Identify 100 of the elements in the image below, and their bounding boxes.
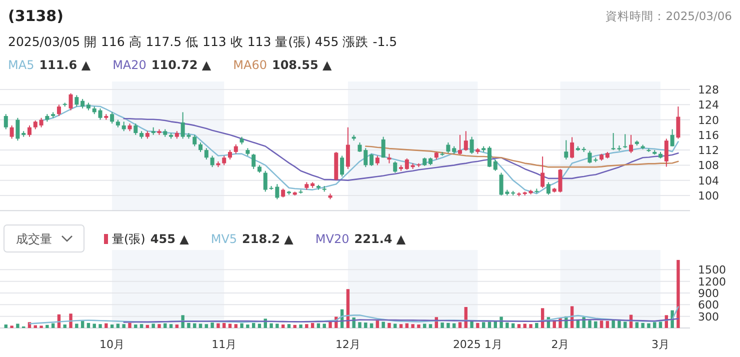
bar (63, 324, 66, 328)
candlestick (487, 146, 492, 168)
candlestick (198, 142, 203, 152)
bar (653, 322, 656, 328)
candlestick (370, 153, 374, 166)
bar (488, 322, 492, 328)
bar (152, 324, 155, 328)
candlestick (375, 155, 380, 166)
candlestick (10, 124, 14, 140)
bar (252, 322, 256, 328)
bar (187, 322, 190, 328)
y-tick-label: 1500 (698, 264, 726, 277)
bar (4, 324, 8, 328)
candlestick (56, 104, 61, 116)
x-tick-label: 10月 (100, 338, 125, 351)
bar (476, 322, 480, 328)
candlestick (210, 155, 214, 168)
bar (299, 324, 302, 328)
candlestick (204, 148, 208, 160)
bar (92, 324, 96, 328)
y-tick-label: 124 (698, 98, 719, 112)
candlestick (670, 128, 674, 147)
bar (535, 322, 538, 328)
bar (158, 324, 161, 328)
bar (69, 314, 72, 328)
bar (210, 322, 214, 328)
candlestick (234, 144, 238, 154)
candlestick (558, 168, 562, 193)
bar (506, 322, 509, 328)
bar (641, 322, 644, 328)
bar (240, 323, 244, 328)
bar (234, 324, 238, 328)
candlestick (252, 153, 256, 170)
candlestick (540, 156, 545, 188)
candlestick (192, 134, 197, 147)
x-tick-label: 2月 (551, 338, 570, 351)
y-tick-label: 112 (698, 144, 719, 158)
text: MA20 (112, 58, 146, 72)
bar (164, 323, 167, 328)
bar (198, 324, 202, 328)
bar (310, 322, 314, 328)
bar (511, 323, 515, 328)
bar (46, 324, 49, 328)
chart-title: (3138) (8, 7, 64, 25)
bar (388, 322, 391, 328)
candlestick (98, 108, 102, 120)
text: 成交量 (16, 232, 52, 246)
bar (270, 323, 273, 328)
bar (440, 322, 444, 328)
bar (588, 320, 592, 328)
bar (16, 324, 20, 328)
bar (75, 324, 78, 328)
candlestick (80, 98, 85, 109)
bar (529, 324, 532, 328)
x-tick-label: 12月 (335, 338, 360, 351)
candlestick (458, 134, 462, 156)
bar (128, 322, 132, 328)
x-tick-label: 11月 (212, 338, 237, 351)
candlestick (4, 114, 8, 130)
bar (287, 324, 291, 328)
candlestick (68, 92, 73, 111)
candlestick (588, 150, 592, 164)
bar (305, 324, 308, 328)
candlestick (493, 159, 498, 172)
bar (370, 323, 374, 328)
candlestick (263, 170, 268, 192)
bar (394, 324, 397, 328)
bar (399, 324, 403, 328)
candlestick (446, 142, 450, 154)
bar (104, 323, 108, 328)
bar (452, 323, 456, 328)
candlestick (39, 117, 44, 128)
bar (140, 324, 144, 328)
bar (51, 323, 55, 328)
x-tick-label: 2025 1月 (452, 338, 502, 351)
candlestick (387, 153, 392, 164)
text: 110.72 ▲ (151, 58, 212, 72)
bar (258, 324, 262, 328)
bar (216, 323, 220, 328)
y-tick-label: 104 (698, 174, 719, 188)
candlestick (74, 94, 79, 108)
y-tick-label: 100 (698, 189, 719, 202)
text: MA60 (233, 58, 267, 72)
bar (246, 324, 250, 328)
bar (276, 324, 279, 328)
bar (517, 324, 521, 328)
candlestick (546, 182, 550, 196)
text: 221.4 ▲ (354, 232, 406, 246)
bar (594, 321, 598, 328)
candlestick (346, 126, 350, 170)
bar (470, 321, 474, 328)
bar (382, 322, 385, 328)
candlestick (623, 134, 628, 149)
bar (110, 324, 114, 328)
bar (417, 324, 420, 328)
y-tick-label: 128 (698, 84, 719, 96)
bar (423, 324, 426, 328)
candlestick (364, 148, 368, 168)
bar (98, 324, 102, 328)
candlestick (340, 155, 344, 178)
